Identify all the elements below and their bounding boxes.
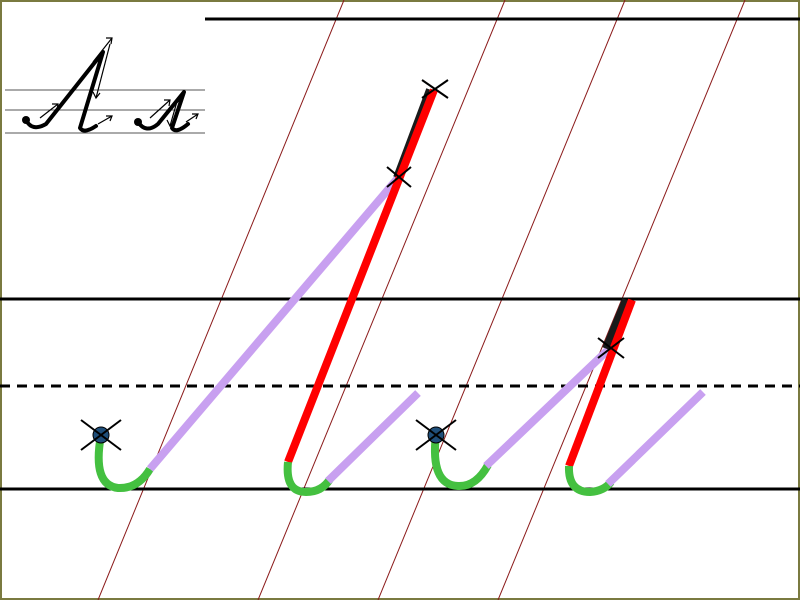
sample-capital-letter	[24, 50, 105, 133]
hook-stroke	[431, 433, 492, 491]
hook-stroke	[564, 465, 615, 496]
capital-letter-strokes	[94, 88, 438, 496]
cross-marker-icon	[597, 337, 625, 359]
cross-markers	[80, 79, 625, 451]
sample-start-dot	[22, 116, 30, 124]
cross-marker-icon	[80, 419, 122, 451]
upstroke	[483, 346, 612, 469]
downstroke	[284, 88, 438, 464]
upstroke	[605, 389, 706, 487]
sample-start-dot	[134, 118, 142, 126]
sample-letters-box	[5, 37, 205, 134]
sample-small-letter	[136, 90, 190, 133]
small-letter-strokes	[431, 298, 706, 496]
cross-marker-icon	[386, 166, 412, 188]
cross-marker-icon	[415, 419, 457, 451]
hook-stroke	[94, 434, 154, 493]
overlap-stroke	[602, 298, 632, 351]
arrow-icon	[39, 37, 199, 128]
upstroke	[325, 390, 421, 484]
upstroke	[146, 175, 402, 472]
hook-stroke	[283, 461, 334, 496]
downstroke	[565, 298, 636, 468]
cross-marker-icon	[421, 79, 449, 99]
